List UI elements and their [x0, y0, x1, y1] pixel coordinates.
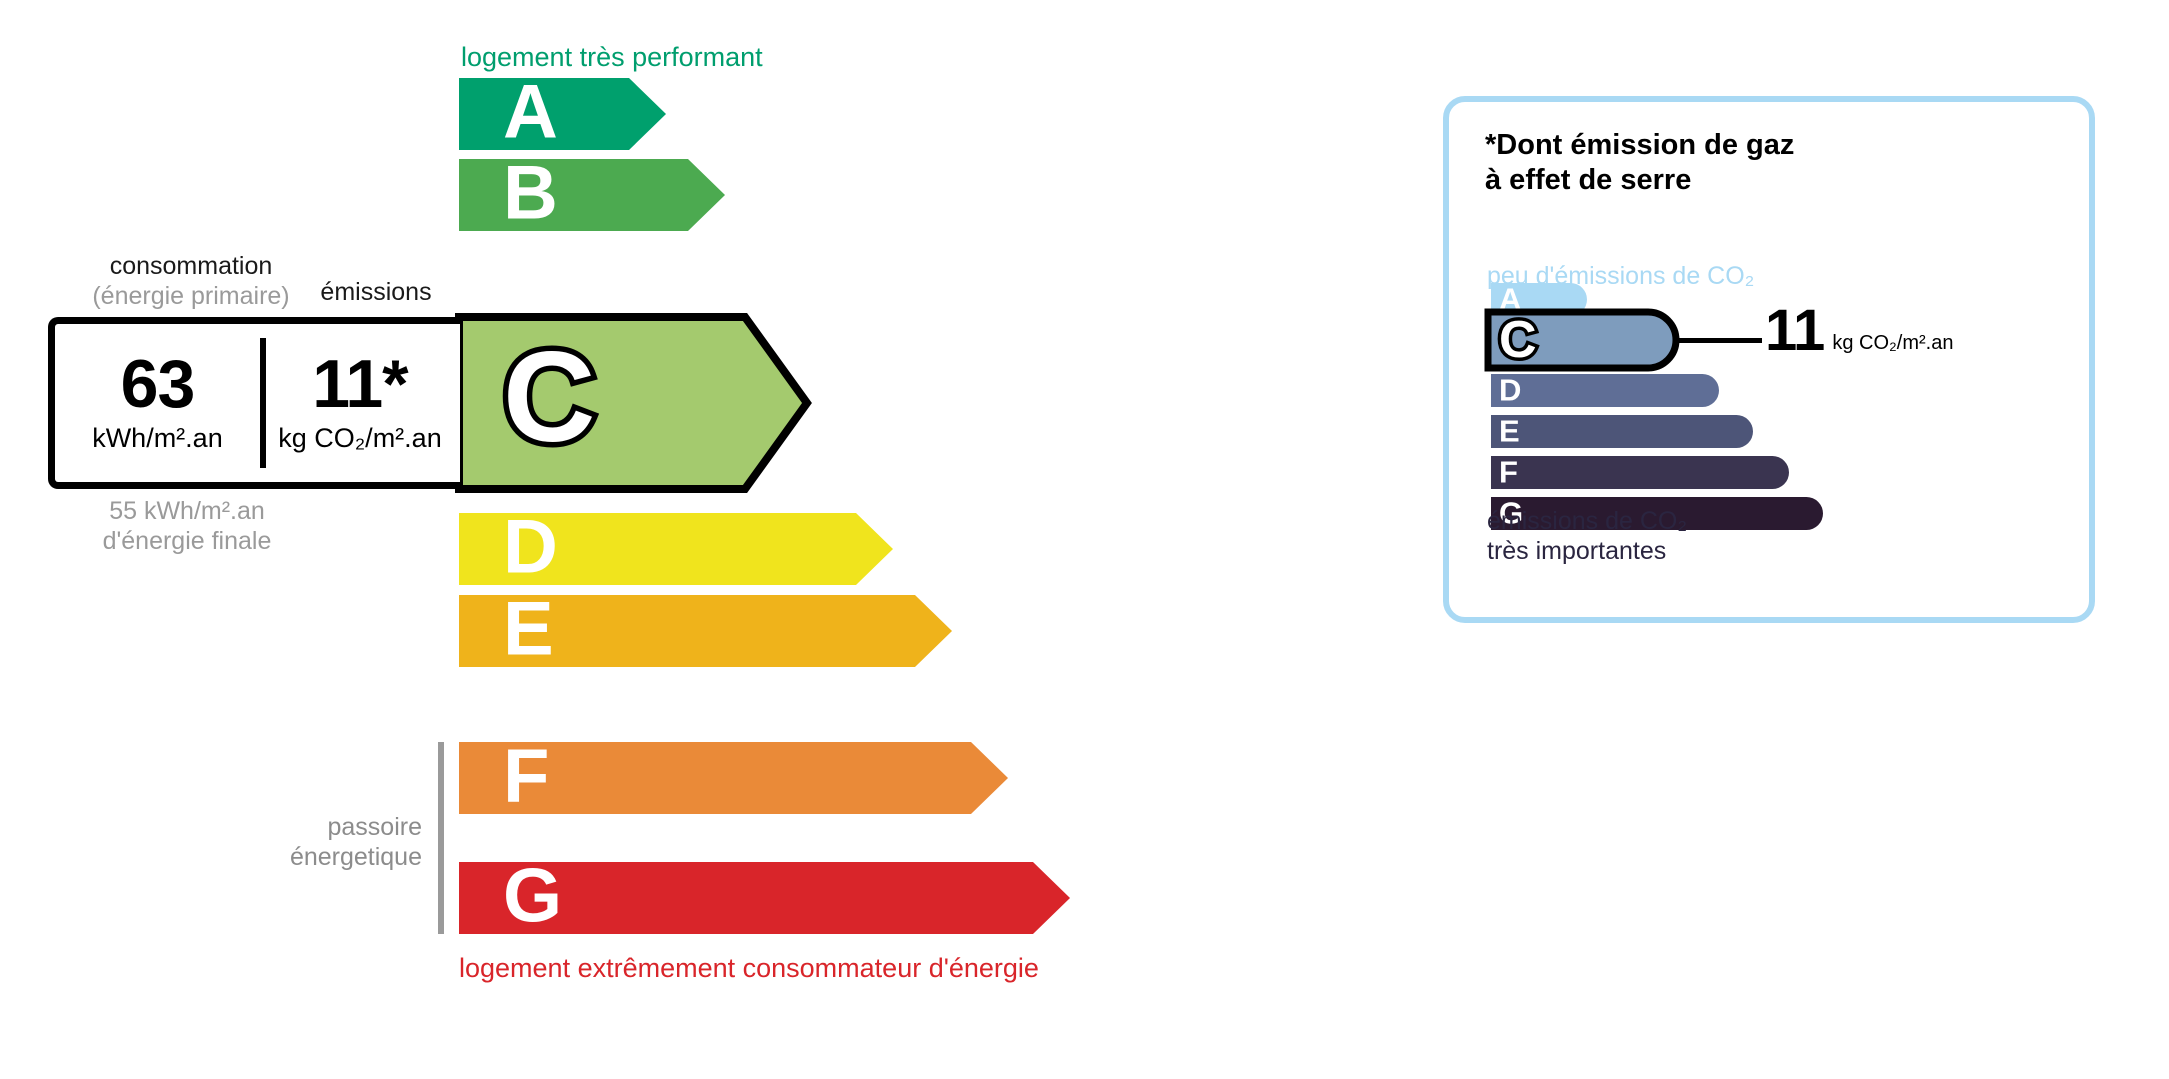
- energy-band-g-letter: G: [503, 853, 563, 939]
- co2-bar-d: D: [1491, 374, 1719, 407]
- energy-caption-top: logement très performant: [461, 42, 763, 72]
- energy-band-a-shape: [459, 78, 666, 150]
- co2-bar-c-letter-glyph: C: [1499, 311, 1537, 369]
- co2-bar-f: F: [1491, 456, 1789, 489]
- energy-band-g: G: [459, 858, 1070, 934]
- value-box: 63 kWh/m².an 11* kg CO₂/m².an: [48, 317, 460, 489]
- energy-band-a: A: [459, 74, 666, 150]
- co2-bar-c-shape: [1484, 308, 1680, 372]
- co2-bar-d-letter: D: [1499, 372, 1522, 408]
- energy-band-d-shape: [459, 513, 893, 585]
- consumption-label: consommation (énergie primaire): [66, 252, 316, 311]
- emissions-unit: kg CO₂/m².an: [278, 422, 442, 453]
- consumption-label-main: consommation: [109, 252, 273, 280]
- co2-caption-bottom-line2: très importantes: [1487, 537, 1667, 565]
- value-box-divider: [259, 338, 266, 468]
- co2-emissions-panel: *Dont émission de gaz à effet de serre p…: [1443, 96, 2095, 623]
- final-energy-label: 55 kWh/m².an d'énergie finale: [52, 496, 322, 556]
- emissions-value: 11*: [312, 346, 408, 423]
- co2-bar-g: G: [1491, 497, 1823, 530]
- consumption-value-cell: 63 kWh/m².an: [55, 324, 260, 482]
- passoire-label: passoire énergetique: [178, 812, 422, 872]
- co2-value: 11: [1765, 298, 1825, 363]
- co2-leader-line: [1678, 338, 1762, 343]
- co2-value-annotation: 11 kg CO₂/m².an: [1765, 302, 1953, 360]
- energy-band-f-letter: F: [503, 733, 550, 819]
- energy-band-c: C: [455, 313, 815, 493]
- co2-bar-e: E: [1491, 415, 1753, 448]
- consumption-label-sub: (énergie primaire): [92, 281, 290, 310]
- passoire-indicator-bar: [438, 742, 444, 934]
- co2-caption-bottom-line1: émissions de CO₂: [1487, 507, 1688, 535]
- energy-band-b-shape: [459, 159, 725, 231]
- energy-band-f-shape: [459, 742, 1008, 814]
- co2-panel-title-line1: *Dont émission de gaz: [1485, 129, 1795, 161]
- energy-band-c-letter-glyph: C: [503, 326, 595, 469]
- energy-band-b: B: [459, 155, 725, 231]
- co2-bar-g-letter: G: [1499, 495, 1524, 531]
- final-energy-caption: d'énergie finale: [102, 527, 272, 555]
- passoire-label-line2: énergetique: [289, 843, 422, 871]
- energy-band-e-letter: E: [503, 586, 554, 672]
- consumption-value: 63: [120, 346, 196, 423]
- energy-band-a-letter: A: [503, 69, 558, 155]
- emissions-value-cell: 11* kg CO₂/m².an: [260, 324, 460, 482]
- energy-band-b-letter: B: [503, 150, 558, 236]
- consumption-unit: kWh/m².an: [92, 422, 223, 453]
- energy-caption-bottom: logement extrêmement consommateur d'éner…: [459, 953, 1039, 983]
- energy-band-d: D: [459, 509, 893, 585]
- co2-panel-title-line2: à effet de serre: [1485, 163, 1692, 196]
- energy-band-e: E: [459, 591, 952, 667]
- emissions-label: émissions: [320, 278, 432, 306]
- passoire-label-line1: passoire: [327, 813, 423, 841]
- energy-band-e-shape: [459, 595, 952, 667]
- co2-bar-a-letter: A: [1499, 281, 1522, 317]
- final-energy-value: 55 kWh/m².an: [109, 497, 265, 525]
- co2-panel-title: *Dont émission de gaz à effet de serre: [1485, 128, 1794, 198]
- energy-band-f: F: [459, 738, 1008, 814]
- energy-band-g-shape: [459, 862, 1070, 934]
- co2-bar-f-letter: F: [1499, 454, 1518, 490]
- co2-value-unit: kg CO₂/m².an: [1832, 332, 1954, 354]
- energy-performance-chart: logement très performant A B C: [48, 42, 1070, 983]
- energy-band-d-letter: D: [503, 504, 558, 590]
- co2-bar-c: C: [1484, 308, 1680, 373]
- co2-bar-e-letter: E: [1499, 413, 1520, 449]
- co2-caption-bottom: émissions de CO₂ très importantes: [1487, 506, 1687, 566]
